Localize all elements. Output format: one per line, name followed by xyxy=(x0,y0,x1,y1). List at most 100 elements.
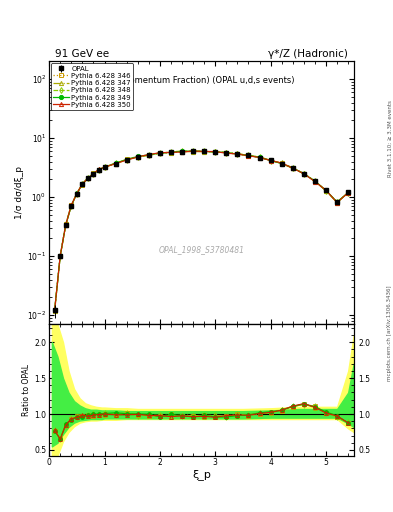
Pythia 6.428 348 xyxy=(180,148,184,154)
Pythia 6.428 348 xyxy=(74,190,79,197)
Pythia 6.428 347 xyxy=(124,156,129,162)
Pythia 6.428 348 xyxy=(346,190,351,196)
Pythia 6.428 349 xyxy=(301,171,306,177)
Pythia 6.428 347 xyxy=(257,154,262,160)
Pythia 6.428 346 xyxy=(346,189,351,196)
Pythia 6.428 347 xyxy=(86,175,90,181)
Pythia 6.428 349 xyxy=(86,175,90,181)
Pythia 6.428 347 xyxy=(235,151,240,157)
Pythia 6.428 346 xyxy=(97,166,101,173)
Pythia 6.428 350 xyxy=(69,202,73,208)
Pythia 6.428 350 xyxy=(63,222,68,228)
Pythia 6.428 346 xyxy=(202,148,207,155)
Pythia 6.428 346 xyxy=(86,176,90,182)
Pythia 6.428 349 xyxy=(169,150,173,156)
Pythia 6.428 347 xyxy=(52,308,57,314)
Pythia 6.428 350 xyxy=(202,148,207,155)
Pythia 6.428 347 xyxy=(246,153,251,159)
Pythia 6.428 350 xyxy=(180,149,184,155)
Pythia 6.428 346 xyxy=(290,165,295,172)
Pythia 6.428 348 xyxy=(86,175,90,181)
Pythia 6.428 347 xyxy=(97,167,101,174)
Pythia 6.428 349 xyxy=(135,154,140,160)
Pythia 6.428 348 xyxy=(102,164,107,170)
Pythia 6.428 346 xyxy=(191,148,195,155)
Pythia 6.428 348 xyxy=(158,151,162,157)
Line: Pythia 6.428 349: Pythia 6.428 349 xyxy=(53,149,350,312)
Pythia 6.428 349 xyxy=(324,187,329,194)
Pythia 6.428 347 xyxy=(213,148,218,155)
Pythia 6.428 349 xyxy=(124,157,129,163)
Pythia 6.428 349 xyxy=(113,160,118,166)
Pythia 6.428 350 xyxy=(97,166,101,173)
Pythia 6.428 348 xyxy=(135,154,140,160)
Pythia 6.428 347 xyxy=(180,148,184,155)
Pythia 6.428 346 xyxy=(279,160,284,166)
Pythia 6.428 350 xyxy=(213,148,218,155)
Pythia 6.428 346 xyxy=(69,202,73,208)
Pythia 6.428 349 xyxy=(290,165,295,171)
Pythia 6.428 350 xyxy=(113,160,118,166)
Pythia 6.428 348 xyxy=(213,149,218,155)
Pythia 6.428 347 xyxy=(169,150,173,156)
Pythia 6.428 347 xyxy=(224,150,229,156)
Pythia 6.428 348 xyxy=(113,160,118,166)
Pythia 6.428 349 xyxy=(246,153,251,159)
Pythia 6.428 348 xyxy=(80,181,85,187)
Pythia 6.428 348 xyxy=(58,253,62,260)
Line: Pythia 6.428 347: Pythia 6.428 347 xyxy=(53,150,350,313)
Pythia 6.428 350 xyxy=(191,148,195,154)
Pythia 6.428 347 xyxy=(69,203,73,209)
Pythia 6.428 350 xyxy=(324,187,329,194)
Pythia 6.428 350 xyxy=(86,176,90,182)
Pythia 6.428 349 xyxy=(279,160,284,166)
Pythia 6.428 346 xyxy=(180,148,184,155)
Pythia 6.428 346 xyxy=(158,151,162,157)
Pythia 6.428 350 xyxy=(257,155,262,161)
Pythia 6.428 350 xyxy=(102,164,107,170)
Pythia 6.428 349 xyxy=(158,150,162,156)
Pythia 6.428 349 xyxy=(147,152,151,158)
Pythia 6.428 349 xyxy=(74,190,79,197)
Pythia 6.428 350 xyxy=(135,154,140,160)
X-axis label: ξ_p: ξ_p xyxy=(192,469,211,480)
Pythia 6.428 347 xyxy=(312,178,317,184)
Line: Pythia 6.428 348: Pythia 6.428 348 xyxy=(53,149,350,312)
Pythia 6.428 348 xyxy=(312,178,317,184)
Pythia 6.428 349 xyxy=(80,181,85,187)
Pythia 6.428 346 xyxy=(312,178,317,184)
Pythia 6.428 348 xyxy=(257,154,262,160)
Pythia 6.428 347 xyxy=(301,170,306,176)
Pythia 6.428 350 xyxy=(74,190,79,197)
Pythia 6.428 346 xyxy=(74,191,79,197)
Pythia 6.428 347 xyxy=(202,148,207,155)
Pythia 6.428 350 xyxy=(301,170,306,177)
Pythia 6.428 350 xyxy=(147,152,151,158)
Y-axis label: 1/σ dσ/dξ_p: 1/σ dσ/dξ_p xyxy=(15,166,24,219)
Pythia 6.428 346 xyxy=(52,307,57,313)
Pythia 6.428 350 xyxy=(290,165,295,171)
Pythia 6.428 348 xyxy=(335,199,340,205)
Pythia 6.428 346 xyxy=(335,199,340,205)
Pythia 6.428 347 xyxy=(290,165,295,172)
Pythia 6.428 350 xyxy=(80,181,85,187)
Text: mcplots.cern.ch [arXiv:1306.3436]: mcplots.cern.ch [arXiv:1306.3436] xyxy=(387,285,392,380)
Pythia 6.428 349 xyxy=(91,170,96,177)
Pythia 6.428 348 xyxy=(202,148,207,154)
Pythia 6.428 348 xyxy=(124,157,129,163)
Pythia 6.428 349 xyxy=(69,203,73,209)
Pythia 6.428 346 xyxy=(268,157,273,163)
Pythia 6.428 348 xyxy=(63,221,68,227)
Pythia 6.428 349 xyxy=(335,199,340,205)
Pythia 6.428 350 xyxy=(169,150,173,156)
Pythia 6.428 347 xyxy=(324,187,329,194)
Pythia 6.428 349 xyxy=(213,149,218,155)
Pythia 6.428 350 xyxy=(312,179,317,185)
Pythia 6.428 350 xyxy=(279,160,284,166)
Pythia 6.428 350 xyxy=(346,189,351,196)
Pythia 6.428 347 xyxy=(191,148,195,155)
Pythia 6.428 348 xyxy=(52,307,57,313)
Pythia 6.428 347 xyxy=(268,157,273,163)
Pythia 6.428 350 xyxy=(246,153,251,159)
Text: Rivet 3.1.10; ≥ 3.3M events: Rivet 3.1.10; ≥ 3.3M events xyxy=(387,100,392,177)
